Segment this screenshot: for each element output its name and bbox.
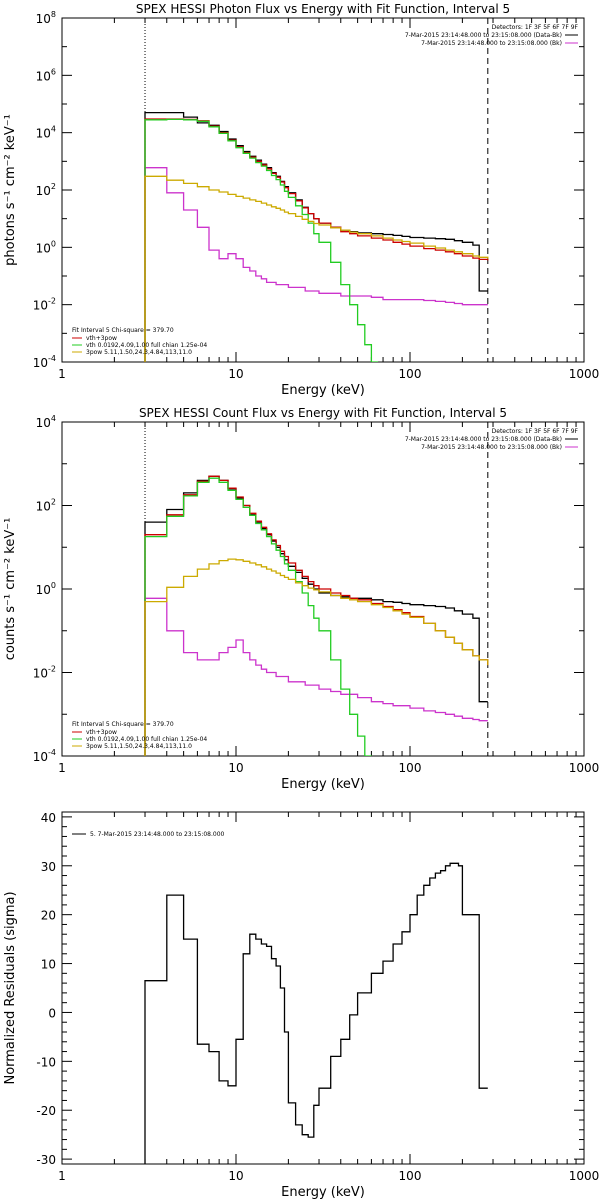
y-tick-label: 10-2 [33, 297, 56, 313]
x-tick-label: 100 [399, 367, 422, 381]
plot-frame [61, 17, 585, 363]
x-axis-label: Energy (keV) [281, 1185, 365, 1200]
y-tick-label: 106 [36, 67, 56, 83]
x-tick-label: 1 [58, 367, 66, 381]
y-tick-label: 102 [36, 498, 56, 514]
x-tick-label: 10 [228, 367, 243, 381]
plot-frame [61, 811, 585, 1165]
series-bk [144, 597, 488, 756]
x-tick-label: 100 [399, 761, 422, 775]
series-pow3 [144, 558, 489, 756]
y-axis-label: photons s⁻¹ cm⁻² keV⁻¹ [3, 114, 18, 266]
series-vth [144, 118, 379, 362]
chart-3: 1 10 100 1000 Energy (keV) -30 -20 -10 0 10 20 30 40… [3, 811, 599, 1200]
y-tick-label: 10-4 [33, 354, 56, 370]
legend-entry: 7-Mar-2015 23:14:48.000 to 23:15:08.000 … [421, 40, 562, 47]
series-data [144, 111, 488, 362]
chart-2: SPEX HESSI Count Flux vs Energy with Fit… [3, 406, 599, 792]
fit-legend-header: Fit Interval 5 Chi-square = 379.70 [72, 327, 174, 334]
fit-legend-entry: vth 0.0192,4.09,1.00 full chian 1.25e-04 [86, 342, 207, 349]
x-tick-label: 1 [58, 761, 66, 775]
x-tick-label: 1 [58, 1169, 66, 1183]
y-tick-label: 102 [36, 182, 56, 198]
y-tick-label: 40 [41, 811, 56, 825]
series-resid [144, 862, 488, 1164]
x-axis-label: Energy (keV) [281, 777, 365, 792]
detectors-legend-header: Detectors: 1F 3F 5F 6F 7F 9F [492, 428, 579, 435]
series-pow3 [144, 175, 489, 362]
series-vth [144, 477, 373, 756]
x-tick-label: 1000 [569, 1169, 600, 1183]
fit-legend-entry: 3pow 5.11,1.50,24.3,4.84,113,11.0 [86, 349, 192, 356]
fit-legend-entry: 3pow 5.11,1.50,24.3,4.84,113,11.0 [86, 743, 192, 750]
y-tick-label: 108 [36, 10, 56, 26]
legend-entry: 7-Mar-2015 23:14:48.000 to 23:15:08.000 … [421, 444, 562, 451]
y-tick-label: -30 [36, 1153, 56, 1167]
series-bk [144, 167, 488, 362]
y-tick-label: 30 [41, 860, 56, 874]
y-axis-label: counts s⁻¹ cm⁻² keV⁻¹ [3, 518, 18, 661]
y-tick-label: 0 [48, 1006, 56, 1020]
legend-entry: 7-Mar-2015 23:14:48.000 to 23:15:08.000 … [405, 32, 562, 39]
y-tick-label: -10 [36, 1055, 56, 1069]
y-tick-label: 20 [41, 909, 56, 923]
y-tick-label: -20 [36, 1104, 56, 1118]
fit-legend-header: Fit Interval 5 Chi-square = 379.70 [72, 721, 174, 728]
y-tick-label: 100 [36, 239, 56, 255]
legend-entry: 7-Mar-2015 23:14:48.000 to 23:15:08.000 … [405, 436, 562, 443]
y-tick-label: 104 [36, 125, 56, 141]
series-vth3pow [144, 118, 489, 362]
x-axis-label: Energy (keV) [281, 383, 365, 398]
legend-entry: 5. 7-Mar-2015 23:14:48.000 to 23:15:08.0… [90, 831, 225, 838]
y-tick-label: 10-4 [33, 748, 56, 764]
x-tick-label: 1000 [569, 761, 600, 775]
y-axis-label: Normalized Residuals (sigma) [3, 891, 18, 1084]
chart-1: SPEX HESSI Photon Flux vs Energy with Fi… [3, 2, 599, 398]
x-tick-label: 10 [228, 1169, 243, 1183]
x-tick-label: 100 [399, 1169, 422, 1183]
series-vth3pow [144, 475, 489, 756]
y-tick-label: 10 [41, 958, 56, 972]
y-tick-label: 104 [36, 414, 56, 430]
y-tick-label: 10-2 [33, 665, 56, 681]
chart-title: SPEX HESSI Count Flux vs Energy with Fit… [139, 406, 507, 420]
fit-legend-entry: vth 0.0192,4.09,1.00 full chian 1.25e-04 [86, 736, 207, 743]
series-data [144, 475, 488, 756]
detectors-legend-header: Detectors: 1F 3F 5F 6F 7F 9F [492, 24, 579, 31]
x-tick-label: 1000 [569, 367, 600, 381]
fit-legend-entry: vth+3pow [86, 729, 117, 736]
x-tick-label: 10 [228, 761, 243, 775]
y-tick-label: 100 [36, 581, 56, 597]
chart-title: SPEX HESSI Photon Flux vs Energy with Fi… [136, 2, 510, 16]
fit-legend-entry: vth+3pow [86, 335, 117, 342]
